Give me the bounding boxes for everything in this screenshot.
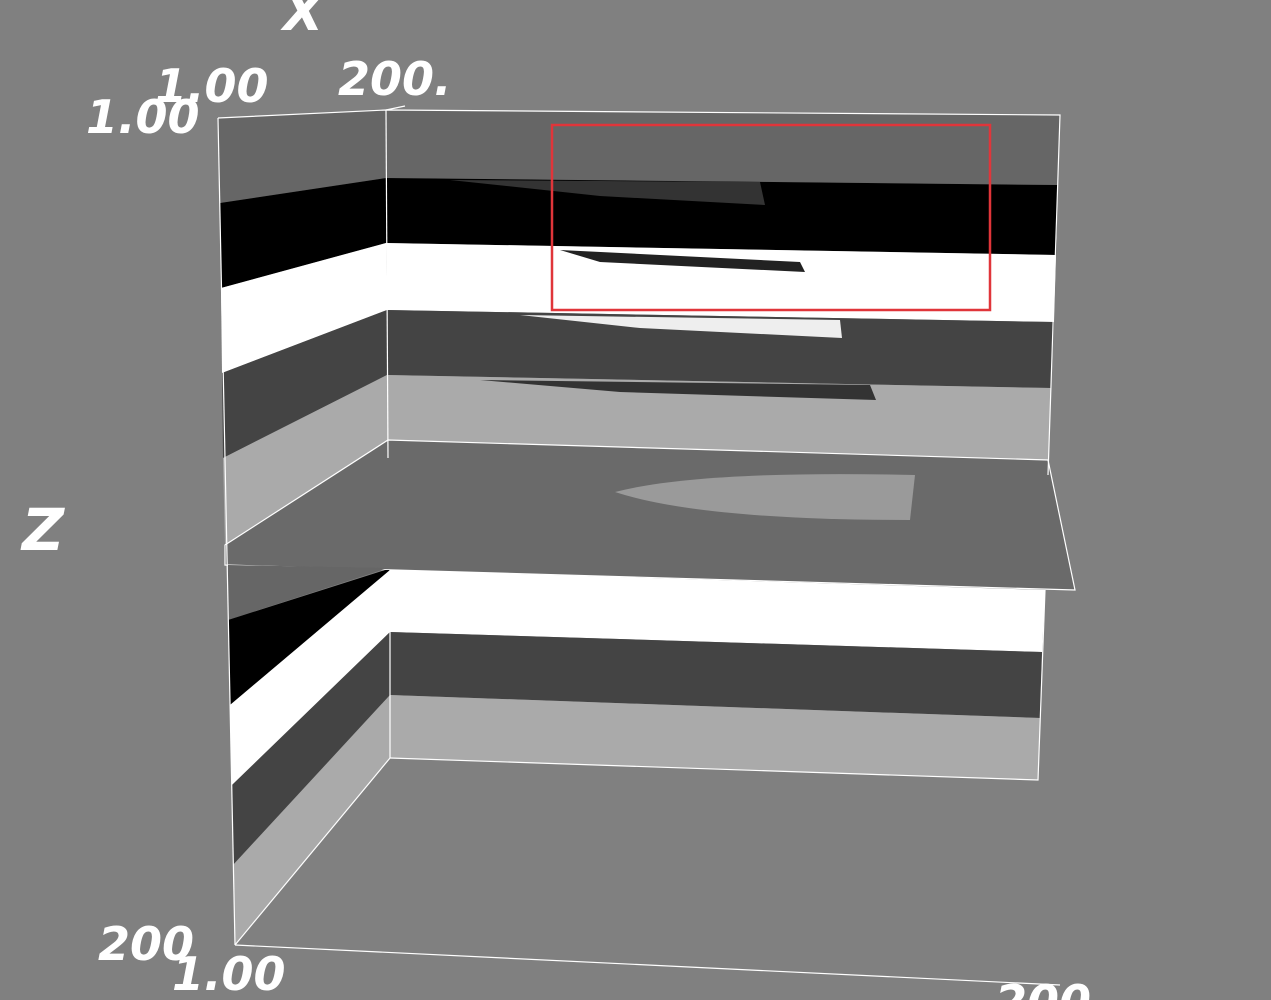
x-start-label: 1.00: [155, 59, 269, 113]
x-axis-title: X: [280, 0, 326, 43]
z-end-label: 200: [98, 917, 194, 971]
upper-left-face: [218, 110, 388, 545]
lower-left-face: [228, 565, 390, 945]
x-end-label: 200.: [338, 52, 452, 106]
selection-box[interactable]: [550, 123, 992, 312]
z-axis-title: Z: [20, 496, 65, 564]
upper-back-face: [386, 110, 1060, 475]
horizontal-slice: [224, 439, 1076, 591]
frame-edges: [217, 105, 1061, 986]
top-left-label: 1.00: [86, 90, 200, 144]
lower-back-face: [390, 570, 1045, 780]
bottom-start-label: 1.00: [172, 947, 286, 1000]
bottom-end-label: 200: [995, 975, 1091, 1000]
